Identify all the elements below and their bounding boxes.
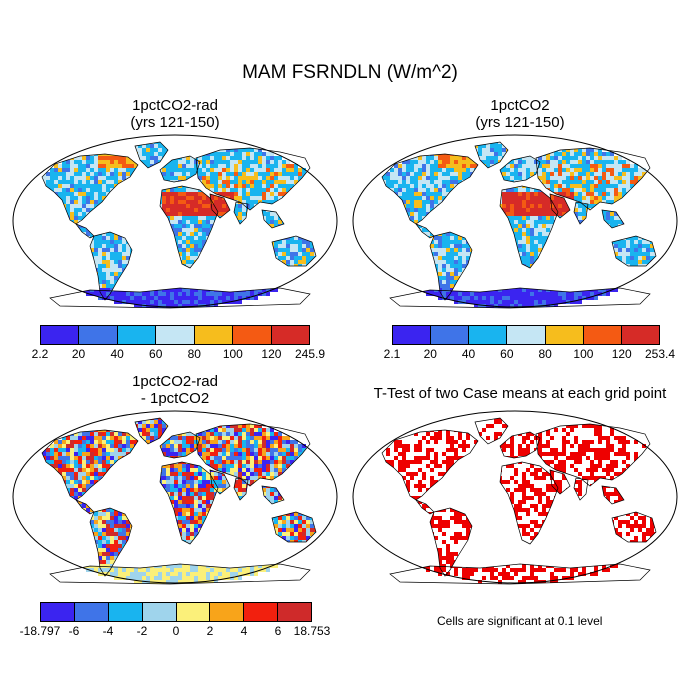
coastlines	[381, 141, 657, 309]
colorbar-swatch	[41, 603, 75, 621]
map-border	[12, 410, 338, 584]
panel1-title-line2: (yrs 121-150)	[130, 114, 220, 131]
colorbar-tick-label: 20	[71, 347, 86, 361]
colorbar-swatch	[244, 603, 279, 621]
colorbar-swatch	[74, 603, 109, 621]
colorbar-swatch	[621, 326, 659, 344]
colorbar-swatch	[583, 326, 622, 344]
panel4-title-line1: T-Test of two Case means at each grid po…	[373, 385, 667, 402]
panel3-title-line1: 1pctCO2-rad	[132, 373, 218, 390]
colorbar-tick-label: 40	[461, 347, 476, 361]
panel2-title-line2: (yrs 121-150)	[475, 114, 565, 131]
colorbar-swatch	[41, 326, 80, 344]
colorbar-tick-label: 0	[172, 624, 180, 638]
colorbar-swatch	[156, 326, 195, 344]
coastlines	[381, 417, 657, 585]
colorbar-tick-label: 20	[423, 347, 437, 361]
colorbar-swatch	[210, 603, 245, 621]
panel3-title: 1pctCO2-rad - 1pctCO2	[10, 373, 340, 407]
colorbar-swatch	[278, 603, 311, 621]
colorbar-tick-label: 120	[611, 347, 632, 361]
significance-note: Cells are significant at 0.1 level	[437, 614, 603, 628]
colorbar-tick-label: 4	[240, 624, 248, 638]
map-panel-difference	[12, 410, 338, 585]
colorbar-tick-label: 100	[222, 347, 243, 361]
colorbar-tick-label: 2.1	[383, 347, 401, 361]
colorbar-tick-label: 80	[187, 347, 201, 361]
colorbar-tick-label: 100	[573, 347, 594, 361]
colorbar-swatch	[79, 326, 118, 344]
panel1-title: 1pctCO2-rad (yrs 121-150)	[10, 97, 340, 131]
colorbar-panel1-ticks: 2.2 20 40 60 80 100 120 245.9	[32, 347, 325, 363]
colorbar-tick-label: 2	[206, 624, 214, 638]
colorbar-tick-label: 245.9	[294, 347, 326, 361]
coastlines	[41, 417, 317, 585]
colorbar-swatch	[393, 326, 432, 344]
colorbar-swatch	[431, 326, 470, 344]
panel1-title-line1: 1pctCO2-rad	[132, 97, 218, 114]
colorbar-swatch	[194, 326, 234, 344]
map-border	[352, 134, 678, 308]
map-border	[12, 134, 338, 308]
colorbar-tick-label: 40	[110, 347, 124, 361]
colorbar-tick-label: 6	[274, 624, 282, 638]
main-title: MAM FSRNDLN (W/m^2)	[242, 62, 458, 83]
map-panel-ttest	[352, 410, 678, 585]
colorbar-tick-label: -4	[102, 624, 114, 638]
colorbar-tick-label: 80	[538, 347, 552, 361]
colorbar-swatch	[176, 603, 211, 621]
colorbar-panel2	[392, 325, 660, 345]
colorbar-tick-label: 60	[149, 347, 163, 361]
map-panel-1pctco2	[352, 134, 678, 309]
colorbar-swatch	[233, 326, 272, 344]
coastlines	[41, 141, 317, 309]
map-border	[352, 410, 678, 584]
colorbar-tick-label: 18.753	[293, 624, 331, 638]
colorbar-swatch	[469, 326, 508, 344]
colorbar-swatch	[507, 326, 546, 344]
colorbar-tick-label: 2.2	[31, 347, 49, 361]
colorbar-panel1	[40, 325, 310, 345]
panel4-title: T-Test of two Case means at each grid po…	[345, 385, 695, 402]
colorbar-tick-label: 120	[261, 347, 282, 361]
colorbar-swatch	[108, 603, 143, 621]
panel2-title: 1pctCO2 (yrs 121-150)	[355, 97, 685, 131]
panel2-title-line1: 1pctCO2	[490, 97, 550, 114]
colorbar-panel3-ticks: -18.797 -6 -4 -2 0 2 4 6 18.753	[20, 624, 331, 640]
colorbar-panel2-ticks: 2.1 20 40 60 80 100 120 253.4	[384, 347, 675, 363]
colorbar-tick-label: -18.797	[19, 624, 61, 638]
map-panel-1pctco2-rad	[12, 134, 338, 309]
colorbar-tick-label: -2	[136, 624, 148, 638]
colorbar-swatch	[142, 603, 177, 621]
colorbar-swatch	[545, 326, 584, 344]
colorbar-swatch	[271, 326, 309, 344]
panel3-title-line2: - 1pctCO2	[140, 390, 210, 407]
colorbar-swatch	[117, 326, 157, 344]
colorbar-panel3	[40, 602, 312, 622]
colorbar-tick-label: 60	[500, 347, 514, 361]
colorbar-tick-label: 253.4	[644, 347, 676, 361]
colorbar-tick-label: -6	[68, 624, 80, 638]
